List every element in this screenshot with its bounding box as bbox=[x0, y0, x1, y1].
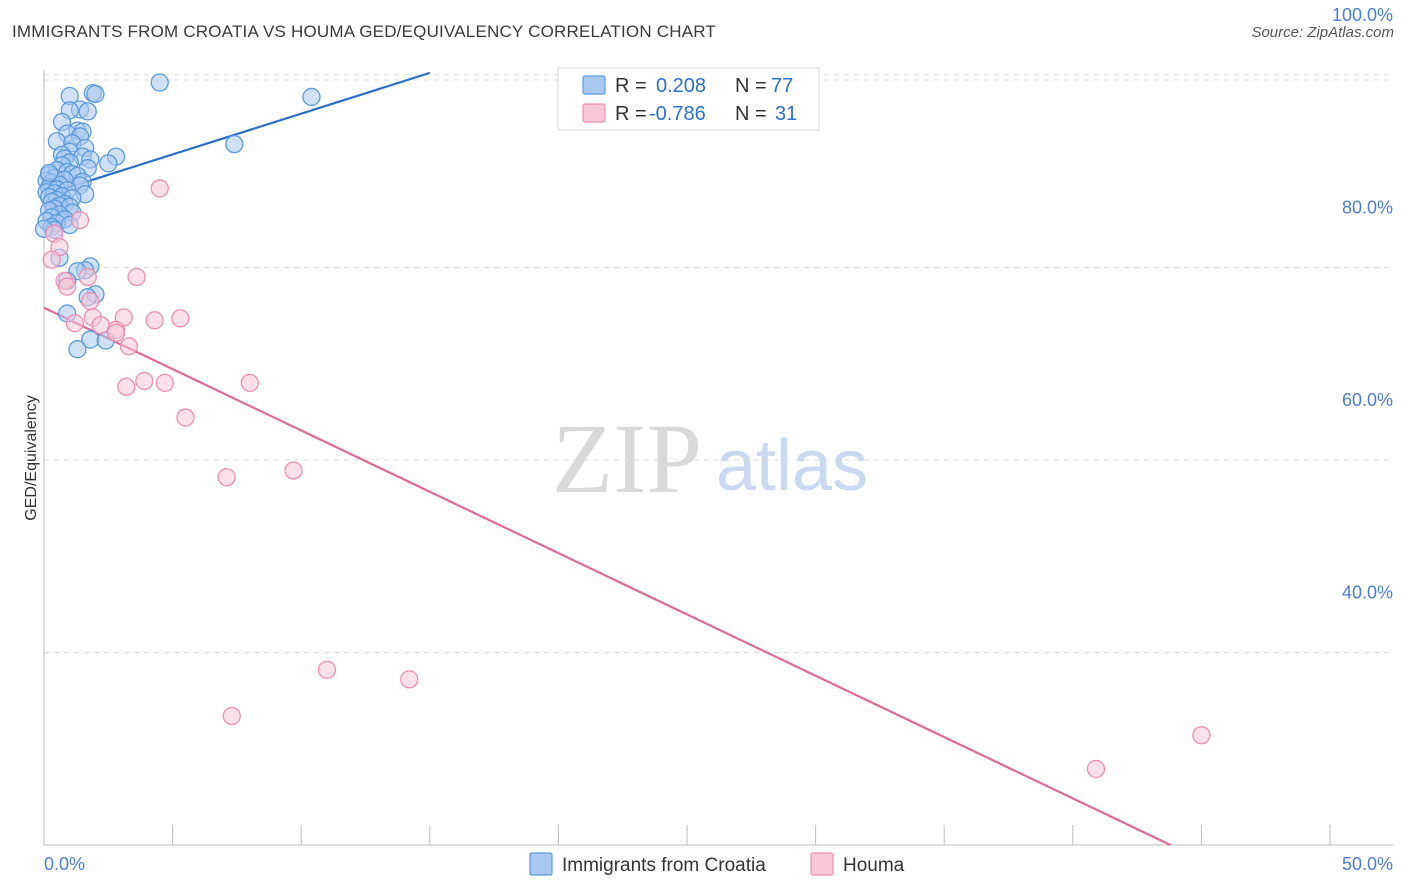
point-houma-15 bbox=[91, 315, 110, 335]
point-houma-6 bbox=[78, 267, 97, 287]
point-croatia-24 bbox=[99, 154, 118, 173]
trend-line-houma bbox=[43, 306, 1172, 846]
watermark: ZIP atlas bbox=[552, 403, 868, 514]
x-tick-labels: 0.0% 50.0% bbox=[44, 854, 1393, 874]
y-axis-label: GED/Equivalency bbox=[23, 395, 40, 520]
trend-line-croatia bbox=[43, 71, 431, 197]
point-houma-19 bbox=[135, 371, 154, 391]
legend-r-label-houma: R = bbox=[615, 103, 647, 125]
point-houma-14 bbox=[65, 314, 85, 333]
point-houma-24 bbox=[284, 461, 303, 480]
bottom-legend-label-croatia: Immigrants from Croatia bbox=[562, 855, 766, 876]
legend-n-value-houma: 31 bbox=[775, 103, 797, 125]
x-tick-label-min: 0.0% bbox=[44, 854, 85, 874]
legend-r-label-croatia: R = bbox=[615, 75, 647, 97]
point-houma-0 bbox=[150, 179, 169, 198]
point-houma-5 bbox=[127, 267, 146, 287]
point-houma-20 bbox=[155, 373, 175, 393]
data-points bbox=[34, 73, 1211, 779]
series-croatia-points bbox=[34, 73, 321, 359]
y-tick-label-0: 40.0% bbox=[1342, 582, 1393, 602]
point-houma-8 bbox=[57, 277, 77, 296]
point-croatia-76 bbox=[39, 163, 59, 183]
legend-r-value-croatia: 0.208 bbox=[656, 75, 706, 97]
point-houma-1 bbox=[70, 211, 90, 230]
point-croatia-0 bbox=[150, 73, 169, 92]
point-houma-25 bbox=[217, 468, 236, 487]
y-tick-label-2: 80.0% bbox=[1342, 197, 1393, 217]
gridlines bbox=[44, 74, 1393, 653]
point-houma-27 bbox=[400, 670, 419, 689]
point-houma-12 bbox=[171, 309, 190, 328]
y-tick-labels: 40.0% 60.0% 80.0% 100.0% bbox=[1332, 5, 1393, 603]
x-tick-label-max: 50.0% bbox=[1342, 854, 1393, 874]
legend-swatch-houma bbox=[582, 103, 606, 123]
y-tick-label-1: 60.0% bbox=[1342, 390, 1393, 410]
legend-n-value-croatia: 77 bbox=[771, 75, 793, 97]
bottom-legend-label-houma: Houma bbox=[843, 855, 905, 876]
watermark-zip: ZIP bbox=[552, 403, 702, 514]
point-croatia-2 bbox=[86, 84, 105, 104]
legend-swatch-croatia bbox=[582, 75, 606, 95]
point-houma-9 bbox=[81, 291, 100, 311]
point-croatia-7 bbox=[78, 102, 97, 121]
y-tick-label-3: 100.0% bbox=[1332, 5, 1393, 25]
point-houma-13 bbox=[145, 311, 164, 330]
chart-title: IMMIGRANTS FROM CROATIA VS HOUMA GED/EQU… bbox=[12, 22, 716, 41]
bottom-legend-swatch-croatia bbox=[529, 852, 553, 876]
point-croatia-4 bbox=[302, 87, 321, 107]
point-houma-4 bbox=[42, 250, 61, 269]
source-credit: Source: ZipAtlas.com bbox=[1251, 24, 1394, 41]
trend-lines bbox=[43, 71, 1172, 846]
point-houma-28 bbox=[222, 706, 241, 726]
point-houma-17 bbox=[106, 323, 126, 342]
point-houma-22 bbox=[117, 377, 136, 396]
bottom-legend-swatch-houma bbox=[810, 852, 834, 876]
legend-n-label-croatia: N = bbox=[735, 75, 767, 97]
point-houma-21 bbox=[240, 373, 259, 393]
point-houma-29 bbox=[1192, 726, 1211, 745]
series-legend: Immigrants from Croatia Houma bbox=[529, 852, 905, 876]
point-houma-23 bbox=[176, 408, 195, 427]
point-houma-18 bbox=[119, 337, 139, 356]
watermark-atlas: atlas bbox=[716, 426, 868, 506]
series-houma-points bbox=[42, 179, 1211, 779]
point-croatia-75 bbox=[68, 340, 87, 359]
point-croatia-14 bbox=[225, 134, 244, 154]
point-houma-26 bbox=[317, 660, 337, 679]
correlation-legend: R = 0.208 N = 77 R = -0.786 N = 31 bbox=[557, 67, 820, 131]
legend-r-value-houma: -0.786 bbox=[649, 103, 706, 125]
point-houma-30 bbox=[1086, 759, 1106, 779]
legend-n-label-houma: N = bbox=[735, 103, 767, 125]
